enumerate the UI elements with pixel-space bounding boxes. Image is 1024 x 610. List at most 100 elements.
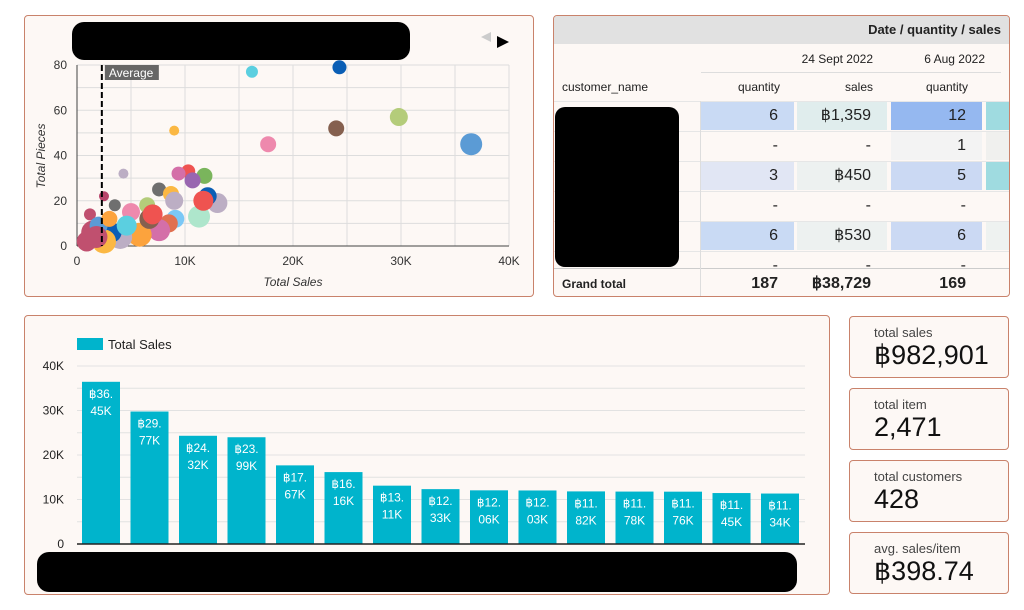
y-tick-label: 30K (43, 404, 64, 418)
scatter-chart: 0 10K 20K 30K 40K 0 20 40 60 80 Total Sales Total P… (34, 32, 520, 289)
redacted-category-labels (37, 552, 797, 592)
bar (227, 437, 266, 544)
kpi-value: 428 (874, 484, 920, 514)
table-cell: 1 (891, 132, 982, 160)
table-cell: - (865, 197, 871, 214)
data-point (328, 120, 345, 137)
table-cell: ฿450 (797, 162, 887, 190)
bar (276, 465, 314, 544)
data-point (116, 215, 137, 236)
y-tick-label: 80 (54, 58, 68, 72)
bar (518, 490, 557, 544)
bar (615, 491, 654, 544)
bar-data-label: ฿29. (137, 417, 161, 431)
x-tick-label: 10K (174, 254, 195, 268)
kpi-label: avg. sales/item (874, 541, 961, 556)
y-tick-label: 20K (43, 448, 64, 462)
x-axis-label: Total Sales (264, 275, 323, 289)
column-header[interactable]: quantity (737, 80, 780, 94)
bar-data-label: 67K (284, 487, 305, 501)
table-row: --- (554, 251, 1009, 282)
table-row: 6 ฿530 6 (554, 221, 1009, 252)
table-cell: 6 (701, 222, 794, 250)
bar-data-label: 99K (236, 459, 257, 473)
grand-total-label: Grand total (562, 277, 627, 291)
data-point (142, 204, 163, 225)
bar-data-label: ฿11. (768, 499, 791, 513)
redacted-title (72, 22, 410, 60)
table-cell: - (772, 257, 778, 274)
bar (179, 435, 217, 544)
y-tick-label: 10K (43, 493, 64, 507)
bar-data-label: ฿13. (380, 491, 404, 505)
table-cell: ฿1,359 (797, 102, 887, 130)
data-point (118, 168, 129, 179)
bar-data-label: ฿12. (477, 495, 501, 509)
bar (324, 472, 363, 544)
table-cell: - (772, 137, 778, 154)
y-tick-label: 40 (54, 149, 68, 163)
bar-data-label: 32K (187, 458, 208, 472)
table-cell: - (960, 257, 966, 274)
x-tick-label: 20K (282, 254, 303, 268)
bar-data-label: 45K (721, 515, 742, 529)
data-point (460, 133, 483, 156)
bar-data-label: ฿24. (186, 441, 210, 455)
bar (130, 411, 169, 544)
prev-page-icon[interactable] (481, 32, 491, 42)
grand-total-cell: ฿38,729 (811, 275, 871, 292)
table-cell: 6 (701, 102, 794, 130)
data-point (184, 172, 201, 189)
bar (567, 491, 605, 544)
y-tick-label: 60 (54, 103, 68, 117)
legend-label: Total Sales (108, 337, 172, 352)
bar-chart: Total Sales 0 10K 20K 30K 40K ฿36. 45K ฿29. 77K ฿2… (43, 337, 805, 551)
bar (712, 493, 751, 544)
data-point (193, 190, 214, 211)
data-point (169, 125, 180, 136)
x-tick-label: 30K (390, 254, 411, 268)
data-point (389, 108, 408, 127)
y-tick-label: 0 (60, 239, 67, 253)
table-cell: ฿530 (797, 222, 887, 250)
bar-data-label: 16K (333, 494, 354, 508)
bar-data-label: 78K (624, 514, 645, 528)
data-point (152, 182, 167, 197)
redacted-customer-names (555, 107, 679, 267)
bar-data-label: ฿36. (89, 387, 113, 401)
data-point (171, 166, 186, 181)
bar-data-label: ฿16. (331, 477, 355, 491)
bar-data-label: ฿11. (720, 498, 743, 512)
column-header[interactable]: quantity (925, 80, 968, 94)
data-point (260, 136, 277, 153)
table-row: 6 ฿1,359 12 (554, 101, 1009, 132)
table-cell: 3 (701, 162, 794, 190)
pivot-table-panel: Date / quantity / sales 24 Sept 2022 6 Au… (553, 15, 1010, 297)
bar-data-label: ฿11. (574, 496, 597, 510)
bar (82, 381, 120, 544)
kpi-card: avg. sales/item ฿398.74 (849, 532, 1009, 594)
bar-data-label: 34K (769, 516, 790, 530)
table-cell: 12 (891, 102, 982, 130)
bar-data-label: 82K (575, 513, 596, 527)
data-point (83, 208, 96, 221)
kpi-value: 2,471 (874, 412, 942, 442)
bar (761, 493, 799, 544)
kpi-label: total customers (874, 469, 963, 484)
y-tick-label: 40K (43, 359, 64, 373)
data-point (101, 210, 118, 227)
kpi-card: total customers 428 (849, 460, 1009, 522)
x-tick-label: 0 (74, 254, 81, 268)
next-page-icon[interactable] (497, 36, 509, 48)
bar (421, 489, 460, 544)
date-header: 24 Sept 2022 (801, 52, 873, 66)
column-header[interactable]: sales (844, 80, 873, 94)
bar-data-label: 77K (139, 434, 160, 448)
table-cell: - (865, 257, 871, 274)
bar-data-label: ฿11. (671, 497, 694, 511)
table-cell: - (960, 197, 966, 214)
y-axis-label: Total Pieces (34, 124, 48, 189)
kpi-card: total item 2,471 (849, 388, 1009, 450)
bar (470, 490, 508, 544)
table-row: 3 ฿450 5 (554, 161, 1009, 192)
